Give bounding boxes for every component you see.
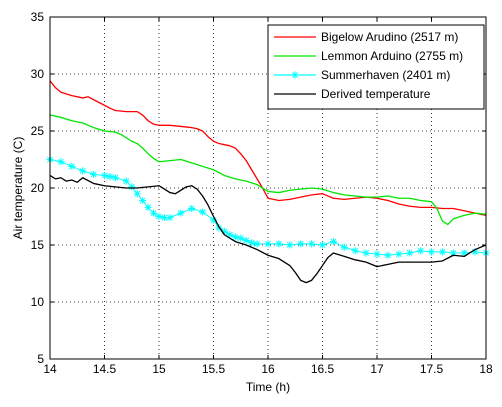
data-point-summerhaven-2401-m	[57, 158, 65, 166]
data-point-summerhaven-2401-m	[297, 240, 305, 248]
data-point-summerhaven-2401-m	[149, 209, 158, 217]
data-point-summerhaven-2401-m	[264, 240, 272, 248]
data-point-summerhaven-2401-m	[100, 171, 109, 180]
data-point-summerhaven-2401-m	[166, 214, 174, 222]
data-point-summerhaven-2401-m	[308, 240, 316, 248]
legend-label: Derived temperature	[321, 87, 431, 101]
legend-label: Lemmon Arduino (2755 m)	[321, 49, 463, 63]
data-point-summerhaven-2401-m	[79, 167, 87, 175]
data-point-summerhaven-2401-m	[155, 212, 163, 221]
data-point-summerhaven-2401-m	[351, 247, 359, 255]
series-line-lemmon-arduino-2755-m	[49, 114, 487, 226]
data-point-summerhaven-2401-m	[231, 233, 239, 241]
y-tick-label: 35	[31, 10, 45, 24]
series-line-bigelow-arudino-2517-m	[49, 80, 487, 216]
legend-label: Bigelow Arudino (2517 m)	[321, 30, 458, 44]
legend-item: Derived temperature	[274, 87, 431, 101]
data-point-summerhaven-2401-m	[253, 240, 261, 248]
data-point-summerhaven-2401-m	[242, 236, 250, 245]
data-point-summerhaven-2401-m	[139, 196, 147, 205]
data-point-summerhaven-2401-m	[188, 204, 196, 213]
data-point-summerhaven-2401-m	[449, 249, 457, 257]
legend: Bigelow Arudino (2517 m) Lemmon Arduino (…	[267, 24, 485, 110]
data-point-summerhaven-2401-m	[340, 243, 348, 251]
y-tick-label: 20	[31, 181, 45, 195]
data-point-summerhaven-2401-m	[417, 247, 425, 255]
data-point-summerhaven-2401-m	[373, 250, 381, 258]
data-point-summerhaven-2401-m	[90, 170, 98, 178]
data-point-summerhaven-2401-m	[275, 240, 283, 248]
x-tick-label: 18	[479, 362, 493, 376]
data-point-summerhaven-2401-m	[199, 208, 207, 216]
x-tick-labels: 14 14.5 15 15.5 16 16.5 17 17.5 18	[43, 362, 493, 376]
data-point-summerhaven-2401-m	[160, 214, 169, 222]
legend-label: Summerhaven (2401 m)	[321, 68, 450, 82]
data-point-summerhaven-2401-m	[237, 234, 245, 242]
data-point-summerhaven-2401-m	[438, 248, 446, 256]
data-point-summerhaven-2401-m	[177, 209, 185, 217]
y-tick-label: 30	[31, 67, 45, 81]
data-point-summerhaven-2401-m	[406, 249, 414, 257]
y-axis-label: Air temperature (C)	[11, 137, 25, 240]
data-point-summerhaven-2401-m	[318, 241, 327, 249]
series-layer	[46, 80, 490, 284]
y-tick-label: 5	[37, 352, 44, 366]
x-tick-label: 15.5	[202, 362, 226, 376]
data-point-summerhaven-2401-m	[220, 227, 228, 235]
x-tick-label: 14	[43, 362, 57, 376]
x-tick-label: 17	[370, 362, 384, 376]
data-point-summerhaven-2401-m	[362, 249, 370, 257]
data-point-summerhaven-2401-m	[209, 216, 218, 224]
x-tick-label: 16	[261, 362, 275, 376]
axis-ticks	[49, 16, 487, 360]
data-point-summerhaven-2401-m	[128, 183, 136, 191]
data-point-summerhaven-2401-m	[226, 231, 234, 239]
data-point-summerhaven-2401-m	[68, 162, 76, 170]
legend-box	[267, 24, 485, 110]
x-tick-label: 16.5	[311, 362, 335, 376]
data-point-summerhaven-2401-m	[248, 239, 256, 247]
x-tick-label: 17.5	[420, 362, 444, 376]
data-point-summerhaven-2401-m	[133, 190, 141, 198]
data-point-summerhaven-2401-m	[471, 248, 479, 256]
y-tick-label: 10	[31, 295, 45, 309]
y-tick-labels: 5 10 15 20 25 30 35	[31, 10, 45, 366]
series-lemmon-arduino-2755-m	[49, 114, 487, 226]
data-point-summerhaven-2401-m	[106, 173, 114, 181]
y-tick-label: 15	[31, 238, 45, 252]
data-point-summerhaven-2401-m	[395, 250, 403, 258]
data-point-summerhaven-2401-m	[144, 203, 152, 211]
data-point-summerhaven-2401-m	[329, 237, 337, 246]
data-point-summerhaven-2401-m	[460, 249, 468, 257]
data-point-summerhaven-2401-m	[111, 174, 119, 182]
legend-marker	[291, 71, 299, 79]
x-axis-label: Time (h)	[246, 380, 290, 394]
series-summerhaven-2401-m	[46, 155, 490, 259]
legend-item: Bigelow Arudino (2517 m)	[274, 30, 458, 44]
x-tick-label: 15	[152, 362, 166, 376]
data-point-summerhaven-2401-m	[286, 241, 294, 249]
series-line-derived-temperature	[49, 174, 487, 284]
data-point-summerhaven-2401-m	[122, 177, 130, 185]
y-tick-label: 25	[31, 124, 45, 138]
series-bigelow-arudino-2517-m	[49, 80, 487, 216]
data-point-summerhaven-2401-m	[427, 248, 436, 256]
legend-item: Lemmon Arduino (2755 m)	[274, 49, 463, 63]
series-derived-temperature	[49, 174, 487, 284]
legend-item: Summerhaven (2401 m)	[274, 68, 450, 82]
data-point-summerhaven-2401-m	[384, 251, 392, 259]
x-tick-label: 14.5	[93, 362, 117, 376]
